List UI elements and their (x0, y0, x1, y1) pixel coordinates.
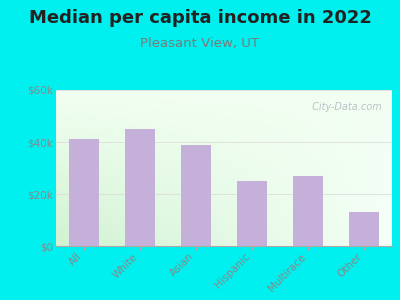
Bar (293, 176, 324, 246)
Bar (348, 212, 379, 246)
Bar (125, 129, 155, 246)
Bar (69, 140, 100, 246)
Text: Pleasant View, UT: Pleasant View, UT (140, 38, 260, 50)
Bar (237, 181, 268, 246)
Text: City-Data.com: City-Data.com (309, 103, 382, 112)
Text: Median per capita income in 2022: Median per capita income in 2022 (28, 9, 372, 27)
Bar (181, 145, 212, 246)
